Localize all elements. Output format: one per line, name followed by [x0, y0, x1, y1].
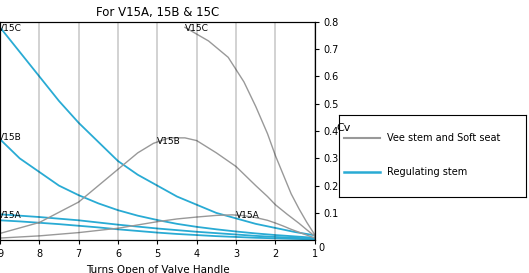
Text: V15B: V15B — [0, 133, 22, 142]
Text: V15C: V15C — [0, 24, 22, 33]
Title: For V15A, 15B & 15C: For V15A, 15B & 15C — [96, 6, 219, 19]
Text: V15A: V15A — [236, 211, 260, 220]
Text: Vee stem and Soft seat: Vee stem and Soft seat — [387, 133, 501, 143]
X-axis label: Turns Open of Valve Handle: Turns Open of Valve Handle — [86, 265, 229, 273]
Text: V15A: V15A — [0, 211, 22, 220]
Text: Cv: Cv — [336, 123, 350, 133]
Text: Regulating stem: Regulating stem — [387, 167, 468, 177]
Text: V15B: V15B — [158, 138, 181, 146]
Text: 0: 0 — [318, 244, 325, 253]
Text: V15C: V15C — [185, 24, 209, 33]
